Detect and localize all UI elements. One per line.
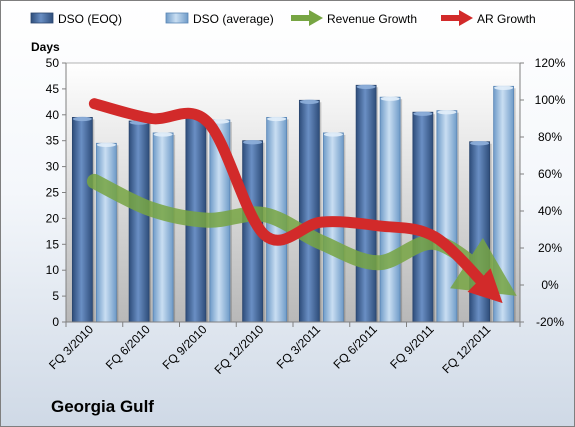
x-tick-label: FQ 3/2010 [46,322,96,372]
legend-item: DSO (EOQ) [30,12,122,26]
x-tick-label: FQ 12/2011 [439,322,493,376]
legend-item: AR Growth [441,10,536,26]
y2-tick-label: 100% [535,93,566,107]
bar [242,140,265,323]
y2-tick-label: 0% [541,278,559,292]
legend-label: Revenue Growth [327,12,417,26]
bar [128,120,152,323]
legend-label: DSO (average) [193,12,274,26]
y-tick-label: 5 [52,289,59,303]
x-tick-label: FQ 9/2011 [387,322,437,372]
bar [436,109,459,323]
y-tick-label: 35 [46,134,60,148]
bar [298,99,322,323]
bar [412,111,435,323]
y-tick-label: 40 [46,108,60,122]
x-tick-label: FQ 6/2011 [331,322,381,372]
legend-arrow-icon [459,10,473,26]
y2-tick-label: 20% [538,241,562,255]
legend-swatch [165,12,189,24]
bar [152,132,176,323]
y-tick-label: 10 [46,263,60,277]
y-tick-label: 20 [46,211,60,225]
bar [322,132,346,323]
y2-tick-label: -20% [536,315,564,329]
x-tick-label: FQ 12/2010 [212,322,267,377]
y-tick-label: 30 [46,160,60,174]
legend: DSO (EOQ) DSO (average) Revenue Growth AR G… [30,10,536,26]
legend-label: DSO (EOQ) [58,12,122,26]
company-name: Georgia Gulf [51,397,154,416]
bar [355,84,379,323]
legend-swatch [30,12,54,24]
y2-tick-label: 120% [535,56,566,70]
x-tick-label: FQ 3/2011 [274,322,324,372]
y-tick-label: 25 [46,186,60,200]
y-tick-label: 45 [46,82,60,96]
bar [379,96,403,323]
y-tick-label: 50 [46,56,60,70]
bar [95,142,119,323]
legend-item: DSO (average) [165,12,274,26]
bar [493,85,516,323]
y2-tick-label: 80% [538,130,562,144]
bar [71,116,95,323]
y2-tick-label: 40% [538,204,562,218]
y-tick-label: 0 [52,315,59,329]
legend-item: Revenue Growth [291,10,417,26]
y-axis-title: Days [31,40,60,54]
ar-growth-line [88,98,503,304]
y-tick-label: 15 [46,237,60,251]
legend-arrow-icon [309,10,323,26]
legend-label: AR Growth [477,12,536,26]
x-tick-label: FQ 9/2010 [160,322,210,372]
y2-tick-label: 60% [538,167,562,181]
x-tick-label: FQ 6/2010 [103,322,153,372]
